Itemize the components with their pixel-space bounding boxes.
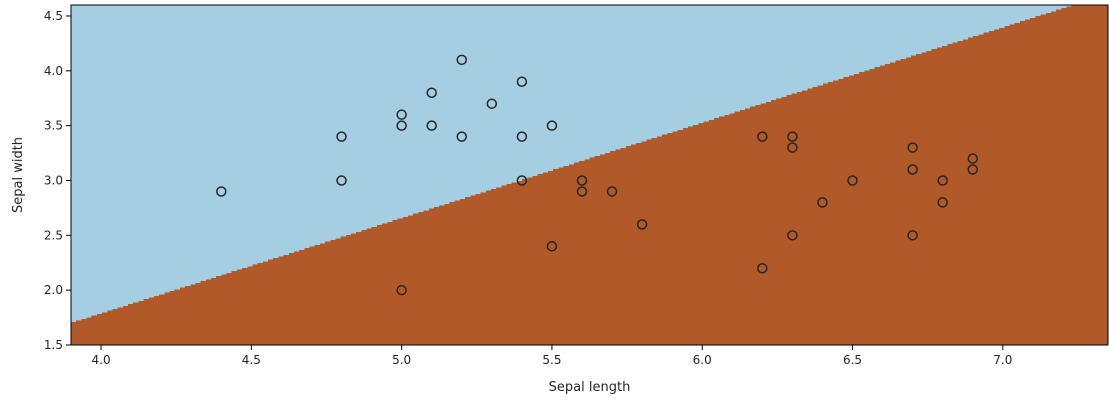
x-tick-label: 5.5 (542, 353, 561, 367)
x-tick-label: 6.0 (693, 353, 712, 367)
data-point (787, 142, 798, 153)
plot-frame (70, 4, 1109, 346)
data-point (396, 120, 407, 131)
data-point (937, 175, 948, 186)
data-point (336, 175, 347, 186)
data-point (757, 131, 768, 142)
data-point (907, 164, 918, 175)
region-lower-right (71, 5, 1108, 345)
y-tick-label: 2.5 (44, 228, 63, 242)
y-tick-label: 3.0 (44, 173, 63, 187)
data-point (937, 197, 948, 208)
data-point (787, 230, 798, 241)
data-point (636, 219, 648, 230)
data-point (426, 87, 437, 98)
data-point (787, 131, 798, 142)
y-tick-label: 2.0 (44, 283, 63, 297)
data-point (907, 230, 918, 241)
data-point (546, 241, 558, 252)
data-point (516, 76, 528, 88)
y-tick-label: 3.5 (44, 119, 63, 133)
data-point (426, 120, 437, 131)
x-tick-label: 4.5 (242, 353, 261, 367)
data-point (456, 54, 468, 66)
y-tick-label: 1.5 (44, 338, 63, 352)
x-axis: 4.0 4.5 5.0 5.5 6.0 6.5 7.0 (92, 345, 1012, 367)
data-point (847, 175, 858, 186)
data-points (216, 54, 978, 296)
x-tick-label: 4.0 (92, 353, 111, 367)
y-axis: 1.5 2.0 2.5 3.0 3.5 4.0 4.5 (44, 9, 71, 352)
data-point (396, 284, 407, 296)
y-tick-label: 4.5 (44, 9, 63, 23)
data-point (336, 131, 347, 142)
x-tick-label: 7.0 (993, 353, 1012, 367)
data-point (757, 262, 768, 274)
data-point (516, 175, 528, 186)
data-point (546, 120, 558, 131)
data-point (486, 98, 498, 109)
data-point (817, 197, 828, 208)
y-axis-label: Sepal width (11, 137, 26, 213)
data-point (967, 153, 978, 164)
data-point (576, 175, 588, 186)
data-point (516, 131, 528, 142)
data-point (907, 142, 918, 153)
decision-regions (71, 5, 1108, 345)
x-tick-label: 5.0 (392, 353, 411, 367)
data-point (606, 186, 618, 197)
x-axis-label: Sepal length (549, 380, 631, 395)
x-tick-label: 6.5 (843, 353, 862, 367)
data-point (967, 164, 978, 175)
data-point (576, 186, 588, 197)
data-point (456, 131, 468, 142)
y-tick-label: 4.0 (44, 64, 63, 78)
data-point (216, 186, 227, 197)
data-point (396, 109, 407, 120)
